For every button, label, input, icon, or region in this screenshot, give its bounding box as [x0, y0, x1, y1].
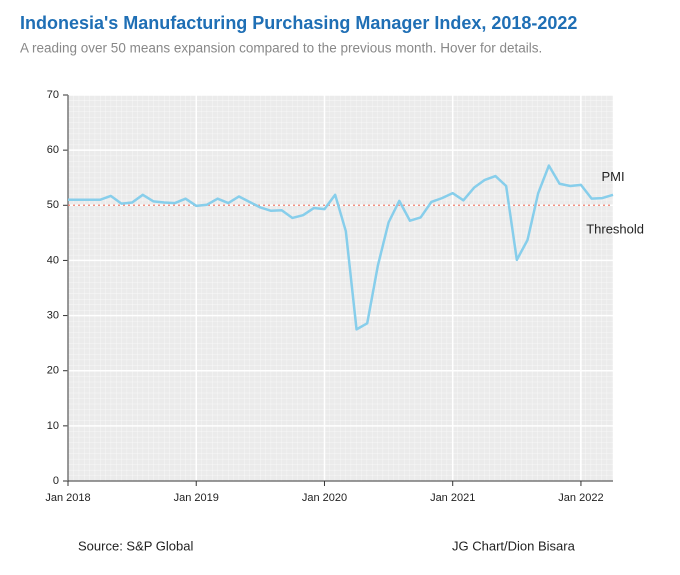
- threshold-label: Threshold: [586, 222, 644, 237]
- series-label: PMI: [601, 169, 624, 184]
- x-tick-label: Jan 2018: [45, 492, 90, 504]
- y-tick-label: 10: [47, 420, 59, 432]
- y-tick-label: 70: [47, 89, 59, 101]
- y-tick-label: 20: [47, 365, 59, 377]
- y-tick-label: 40: [47, 254, 59, 266]
- y-tick-label: 50: [47, 199, 59, 211]
- plot-background: [68, 95, 613, 481]
- y-tick-label: 30: [47, 309, 59, 321]
- credit: JG Chart/Dion Bisara: [452, 538, 576, 553]
- source: Source: S&P Global: [78, 538, 193, 553]
- x-tick-label: Jan 2022: [558, 492, 603, 504]
- y-tick-label: 0: [53, 475, 59, 487]
- chart-title: Indonesia's Manufacturing Purchasing Man…: [20, 13, 577, 33]
- chart-subtitle: A reading over 50 means expansion compar…: [20, 41, 542, 56]
- x-tick-label: Jan 2021: [430, 492, 475, 504]
- pmi-line: [68, 164, 614, 331]
- x-tick-label: Jan 2020: [302, 492, 347, 504]
- y-tick-label: 60: [47, 144, 59, 156]
- x-tick-label: Jan 2019: [174, 492, 219, 504]
